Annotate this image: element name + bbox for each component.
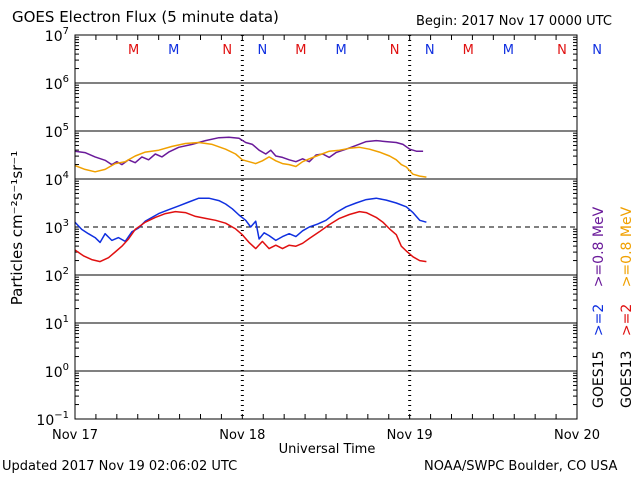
y-tick-label: 103 bbox=[45, 218, 69, 237]
satellite-marker-n: N bbox=[390, 43, 400, 58]
y-tick-label: 106 bbox=[45, 74, 69, 93]
series-goes15_08mev bbox=[74, 136, 424, 166]
legend-goes13-2mev: >=2 bbox=[619, 304, 635, 336]
svg-text:GOES13 >=2 >=0.8 M: GOES13 >=2 >=0.8 MeV bbox=[619, 206, 635, 408]
satellite-marker-n: N bbox=[222, 43, 232, 58]
legend-goes13-sat: GOES13 bbox=[619, 351, 635, 408]
y-axis-label: Particles cm⁻²s⁻¹sr⁻¹ bbox=[8, 151, 26, 305]
satellite-marker-m: M bbox=[295, 43, 306, 58]
legend: GOES15 >=2 >=0.8 MeV GOES13 >=2 >=0.8 Me… bbox=[591, 206, 635, 408]
chart-title: GOES Electron Flux (5 minute data) bbox=[12, 8, 279, 26]
updated-timestamp: Updated 2017 Nov 19 02:06:02 UTC bbox=[2, 459, 238, 474]
legend-goes15-sat: GOES15 bbox=[591, 351, 607, 408]
x-tick-label: Nov 19 bbox=[387, 428, 433, 443]
satellite-marker-m: M bbox=[463, 43, 474, 58]
y-tick-label-layer: 107 106 105 104 103 102 101 100 10−1 bbox=[36, 26, 69, 429]
series-goes15_2mev bbox=[74, 197, 427, 244]
x-axis-label: Universal Time bbox=[279, 442, 376, 457]
x-tick-label: Nov 18 bbox=[219, 428, 265, 443]
legend-goes13-08mev: >=0.8 MeV bbox=[619, 206, 635, 287]
x-tick-label: Nov 20 bbox=[554, 428, 600, 443]
satellite-marker-n: N bbox=[258, 43, 268, 58]
series-layer bbox=[74, 136, 427, 263]
y-tick-label: 101 bbox=[45, 314, 69, 333]
satellite-marker-n: N bbox=[425, 43, 435, 58]
grid-layer bbox=[74, 35, 578, 419]
x-tick-label-layer: Nov 17 Nov 18 Nov 19 Nov 20 bbox=[52, 428, 600, 443]
y-tick-label: 107 bbox=[45, 26, 69, 45]
y-tick-label: 104 bbox=[45, 170, 69, 189]
satellite-marker-m: M bbox=[168, 43, 179, 58]
y-tick-label: 102 bbox=[45, 266, 69, 285]
y-tick-label: 105 bbox=[45, 122, 69, 141]
y-tick-label: 10−1 bbox=[36, 410, 69, 429]
legend-goes15-2mev: >=2 bbox=[591, 304, 607, 336]
satellite-marker-n: N bbox=[592, 43, 602, 58]
series-goes13_08mev bbox=[74, 141, 427, 178]
x-tick-label: Nov 17 bbox=[52, 428, 98, 443]
plot-frame bbox=[74, 34, 578, 420]
begin-time-label: Begin: 2017 Nov 17 0000 UTC bbox=[416, 14, 612, 29]
svg-text:GOES15 >=2 >=0.8 M: GOES15 >=2 >=0.8 MeV bbox=[591, 206, 607, 408]
satellite-marker-n: N bbox=[557, 43, 567, 58]
legend-goes15-08mev: >=0.8 MeV bbox=[591, 206, 607, 287]
credit-label: NOAA/SWPC Boulder, CO USA bbox=[424, 459, 618, 474]
satellite-marker-m: M bbox=[503, 43, 514, 58]
satellite-marker-m: M bbox=[128, 43, 139, 58]
series-goes13_2mev bbox=[74, 210, 427, 263]
y-tick-label: 100 bbox=[45, 362, 69, 381]
satellite-marker-m: M bbox=[335, 43, 346, 58]
